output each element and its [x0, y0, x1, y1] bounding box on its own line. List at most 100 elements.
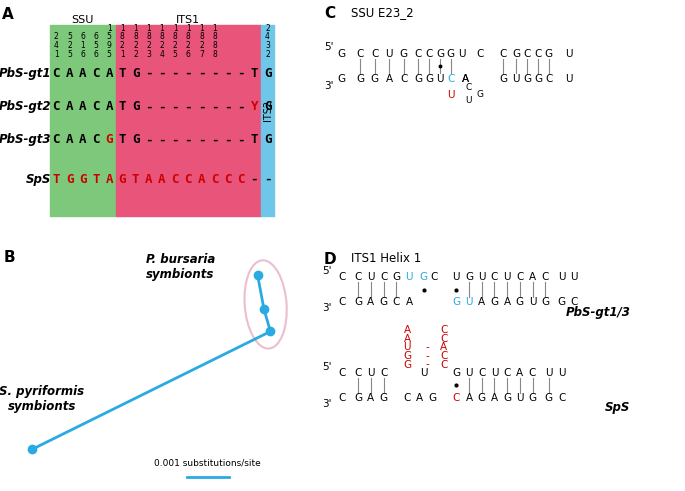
Text: C: C: [542, 273, 549, 282]
Text: S. pyriformis
symbionts: S. pyriformis symbionts: [0, 385, 84, 413]
Text: A: A: [462, 74, 469, 83]
Text: 6: 6: [80, 32, 85, 41]
Text: C: C: [453, 393, 460, 403]
Text: U: U: [529, 297, 536, 307]
Text: C: C: [92, 67, 100, 80]
Text: C: C: [447, 74, 455, 83]
Text: A: A: [1, 7, 14, 23]
Text: A: A: [66, 134, 73, 146]
Text: C: C: [356, 49, 364, 59]
Text: 2: 2: [265, 50, 270, 58]
Text: T: T: [92, 173, 100, 186]
Text: P. bursaria
symbionts: P. bursaria symbionts: [146, 253, 215, 281]
Text: A: A: [516, 368, 523, 378]
Text: Y: Y: [251, 100, 258, 113]
Text: 3: 3: [265, 41, 270, 50]
Text: 3: 3: [147, 50, 151, 58]
Text: A: A: [406, 297, 412, 307]
Text: 5': 5': [323, 266, 332, 276]
Text: A: A: [79, 67, 86, 80]
Text: C: C: [338, 297, 346, 307]
Text: D: D: [324, 251, 336, 267]
Text: C: C: [371, 49, 378, 59]
Text: C: C: [403, 393, 411, 403]
Bar: [50, 25, 116, 216]
Text: U: U: [406, 273, 413, 282]
Text: A: A: [79, 134, 86, 146]
Text: U: U: [420, 368, 427, 378]
Bar: [116, 25, 261, 216]
Text: 1: 1: [147, 24, 151, 33]
Text: SSU: SSU: [71, 15, 94, 25]
Text: -: -: [425, 342, 429, 353]
Text: C: C: [92, 100, 100, 113]
Text: 1: 1: [212, 24, 217, 33]
Text: 2: 2: [147, 41, 151, 50]
Text: C: C: [476, 49, 484, 59]
Text: -: -: [171, 100, 179, 113]
Text: A: A: [105, 173, 113, 186]
Text: G: G: [490, 297, 499, 307]
Text: G: G: [379, 393, 388, 403]
Text: 3': 3': [323, 399, 332, 409]
Text: -: -: [158, 134, 166, 146]
Text: G: G: [132, 67, 139, 80]
Text: 6: 6: [94, 50, 99, 58]
Text: G: G: [558, 297, 566, 307]
Text: U: U: [558, 368, 565, 378]
Text: C: C: [500, 49, 507, 59]
Text: 1: 1: [107, 24, 112, 33]
Text: SpS: SpS: [605, 402, 630, 414]
Text: U: U: [571, 273, 578, 282]
Text: -: -: [198, 67, 205, 80]
Text: 8: 8: [212, 32, 217, 41]
Text: 1: 1: [80, 41, 85, 50]
Text: C: C: [523, 49, 531, 59]
Text: 1: 1: [160, 24, 164, 33]
Text: C: C: [53, 67, 60, 80]
Text: U: U: [558, 273, 565, 282]
Text: A: A: [529, 273, 536, 282]
Text: U: U: [466, 96, 472, 105]
Text: U: U: [465, 297, 473, 307]
Text: 7: 7: [199, 50, 204, 58]
Text: 4: 4: [54, 41, 59, 50]
Text: C: C: [571, 297, 578, 307]
Text: A: A: [66, 100, 73, 113]
Text: -: -: [158, 100, 166, 113]
Text: A: A: [145, 173, 153, 186]
Text: -: -: [224, 100, 232, 113]
Text: 9: 9: [107, 41, 112, 50]
Text: U: U: [503, 273, 511, 282]
Text: A: A: [491, 393, 498, 403]
Text: G: G: [399, 49, 408, 59]
Text: -: -: [211, 67, 219, 80]
Text: G: G: [436, 49, 444, 59]
Text: G: G: [429, 393, 437, 403]
Text: G: G: [476, 90, 484, 99]
Text: 5: 5: [67, 50, 72, 58]
Text: G: G: [119, 173, 126, 186]
Text: 1: 1: [173, 24, 177, 33]
Text: PbS-gt2: PbS-gt2: [0, 100, 51, 113]
Text: U: U: [453, 273, 460, 282]
Text: 8: 8: [120, 32, 125, 41]
Text: 2: 2: [120, 41, 125, 50]
Text: C: C: [338, 273, 346, 282]
Text: G: G: [79, 173, 86, 186]
Text: A: A: [105, 100, 113, 113]
Text: G: G: [354, 393, 362, 403]
Text: U: U: [436, 74, 444, 83]
Text: G: G: [338, 74, 346, 83]
Text: 5': 5': [323, 362, 332, 372]
Text: A: A: [79, 100, 86, 113]
Text: PbS-gt1/3: PbS-gt1/3: [566, 305, 630, 319]
Text: ITS1: ITS1: [176, 15, 201, 25]
Text: G: G: [264, 100, 271, 113]
Text: ITS2: ITS2: [263, 100, 273, 121]
Text: G: G: [512, 49, 520, 59]
Text: C: C: [171, 173, 179, 186]
Text: 2: 2: [133, 41, 138, 50]
Text: U: U: [478, 273, 486, 282]
Text: 8: 8: [147, 32, 151, 41]
